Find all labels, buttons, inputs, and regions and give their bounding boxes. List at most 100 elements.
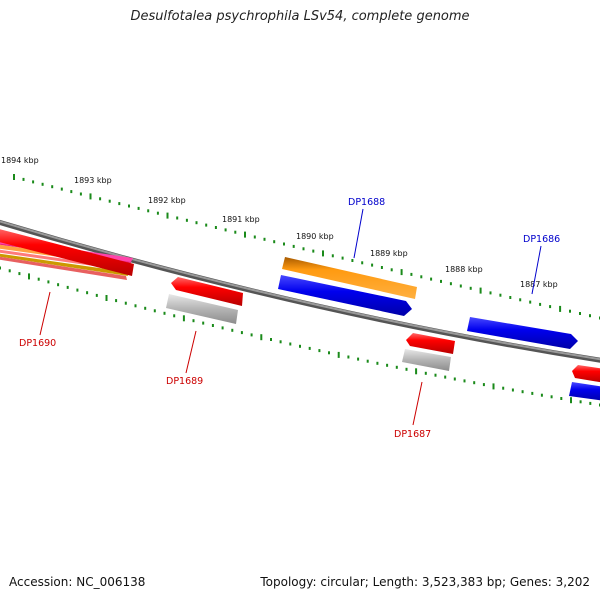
- gene-label-dp1687[interactable]: DP1687: [394, 429, 431, 440]
- outer-minor-tick: [283, 242, 285, 246]
- inner-minor-tick: [318, 349, 321, 353]
- inner-minor-tick: [473, 381, 476, 385]
- gene-label-dp1689[interactable]: DP1689: [166, 376, 203, 387]
- outer-minor-tick: [579, 312, 581, 315]
- gene-partial-right[interactable]: [569, 365, 600, 401]
- inner-minor-tick: [76, 288, 79, 292]
- kbp-label-1894: 1894 kbp: [1, 156, 39, 165]
- outer-major-tick: [166, 212, 169, 219]
- inner-minor-tick: [270, 338, 272, 341]
- gene-label-dp1690[interactable]: DP1690: [19, 338, 56, 349]
- inner-minor-tick: [453, 377, 456, 381]
- inner-minor-tick: [589, 401, 592, 405]
- outer-minor-tick: [51, 185, 54, 189]
- gene-dp1689[interactable]: [166, 277, 243, 324]
- outer-minor-tick: [341, 256, 344, 260]
- inner-minor-tick: [47, 280, 50, 284]
- outer-minor-tick: [459, 284, 462, 288]
- outer-minor-tick: [499, 293, 502, 297]
- inner-minor-tick: [463, 379, 466, 383]
- inner-minor-tick: [240, 331, 243, 335]
- inner-minor-tick: [579, 400, 582, 404]
- gene-label-dp1686[interactable]: DP1686: [523, 234, 560, 245]
- outer-minor-tick: [234, 230, 237, 234]
- inner-minor-tick: [560, 397, 563, 400]
- outer-minor-tick: [253, 235, 256, 239]
- outer-minor-tick: [529, 300, 532, 304]
- kbp-label-1890: 1890 kbp: [296, 232, 334, 241]
- inner-minor-tick: [366, 359, 369, 363]
- kbp-ruler-labels: 1894 kbp 1893 kbp 1892 kbp 1891 kbp 1890…: [1, 156, 558, 289]
- inner-minor-tick: [86, 291, 89, 295]
- inner-minor-tick: [211, 324, 214, 327]
- outer-minor-tick: [469, 286, 472, 290]
- outer-minor-tick: [70, 190, 73, 194]
- outer-minor-tick: [205, 223, 208, 227]
- outer-major-tick: [322, 250, 324, 257]
- outer-minor-tick: [32, 180, 35, 184]
- outer-minor-tick: [176, 216, 179, 220]
- outer-minor-tick: [147, 209, 150, 213]
- outer-minor-tick: [589, 314, 591, 318]
- outer-minor-tick: [128, 204, 130, 208]
- inner-minor-tick: [308, 346, 311, 350]
- kbp-label-1889: 1889 kbp: [370, 249, 408, 258]
- outer-minor-tick: [519, 298, 522, 302]
- kbp-label-1888: 1888 kbp: [445, 265, 483, 274]
- label-leaders: [39, 208, 542, 426]
- inner-minor-tick: [347, 355, 350, 359]
- inner-minor-tick: [444, 375, 447, 379]
- outer-minor-tick: [41, 182, 44, 186]
- outer-minor-tick: [22, 177, 25, 181]
- kbp-label-1887: 1887 kbp: [520, 280, 558, 289]
- inner-minor-tick: [66, 285, 69, 289]
- outer-minor-tick: [569, 309, 571, 313]
- outer-minor-tick: [361, 261, 364, 265]
- outer-major-tick: [400, 269, 403, 276]
- inner-minor-tick: [434, 373, 437, 377]
- outer-minor-tick: [214, 226, 217, 229]
- gene-dp1690[interactable]: [0, 228, 134, 280]
- inner-minor-tick: [8, 269, 11, 273]
- outer-minor-tick: [156, 211, 159, 215]
- inner-minor-tick: [221, 326, 224, 330]
- outer-major-tick: [479, 287, 482, 294]
- inner-minor-tick: [482, 383, 485, 387]
- outer-minor-tick: [312, 249, 315, 253]
- gene-dp1687[interactable]: [402, 333, 455, 371]
- gene-dp1686[interactable]: [467, 317, 578, 349]
- inner-minor-tick: [279, 340, 282, 344]
- inner-minor-tick: [124, 301, 127, 305]
- outer-minor-tick: [351, 259, 354, 262]
- inner-major-tick: [182, 315, 185, 322]
- inner-major-tick: [337, 351, 340, 358]
- outer-minor-tick: [331, 254, 334, 258]
- inner-major-tick: [570, 397, 572, 404]
- kbp-label-1893: 1893 kbp: [74, 176, 112, 185]
- outer-major-tick: [244, 231, 246, 238]
- inner-minor-tick: [299, 344, 301, 348]
- inner-minor-tick: [405, 367, 408, 371]
- outer-minor-tick: [509, 296, 512, 299]
- gene-dp1688[interactable]: [278, 257, 417, 316]
- inner-minor-tick: [357, 357, 360, 361]
- inner-major-tick: [105, 295, 108, 301]
- outer-minor-tick: [137, 206, 140, 210]
- inner-minor-tick: [37, 277, 40, 281]
- outer-minor-tick: [449, 282, 452, 286]
- outer-minor-tick: [118, 202, 121, 206]
- inner-minor-tick: [395, 365, 398, 369]
- inner-minor-tick: [115, 299, 118, 303]
- inner-minor-tick: [328, 351, 330, 355]
- outer-minor-tick: [185, 218, 188, 222]
- inner-minor-tick: [376, 361, 379, 365]
- inner-minor-tick: [521, 390, 524, 394]
- gene-label-dp1688[interactable]: DP1688: [348, 197, 385, 208]
- inner-minor-tick: [540, 393, 543, 397]
- inner-minor-tick: [144, 306, 147, 310]
- outer-minor-tick: [224, 228, 227, 232]
- outer-tick-ring: [13, 174, 600, 320]
- inner-minor-tick: [502, 386, 505, 390]
- inner-minor-tick: [192, 319, 195, 323]
